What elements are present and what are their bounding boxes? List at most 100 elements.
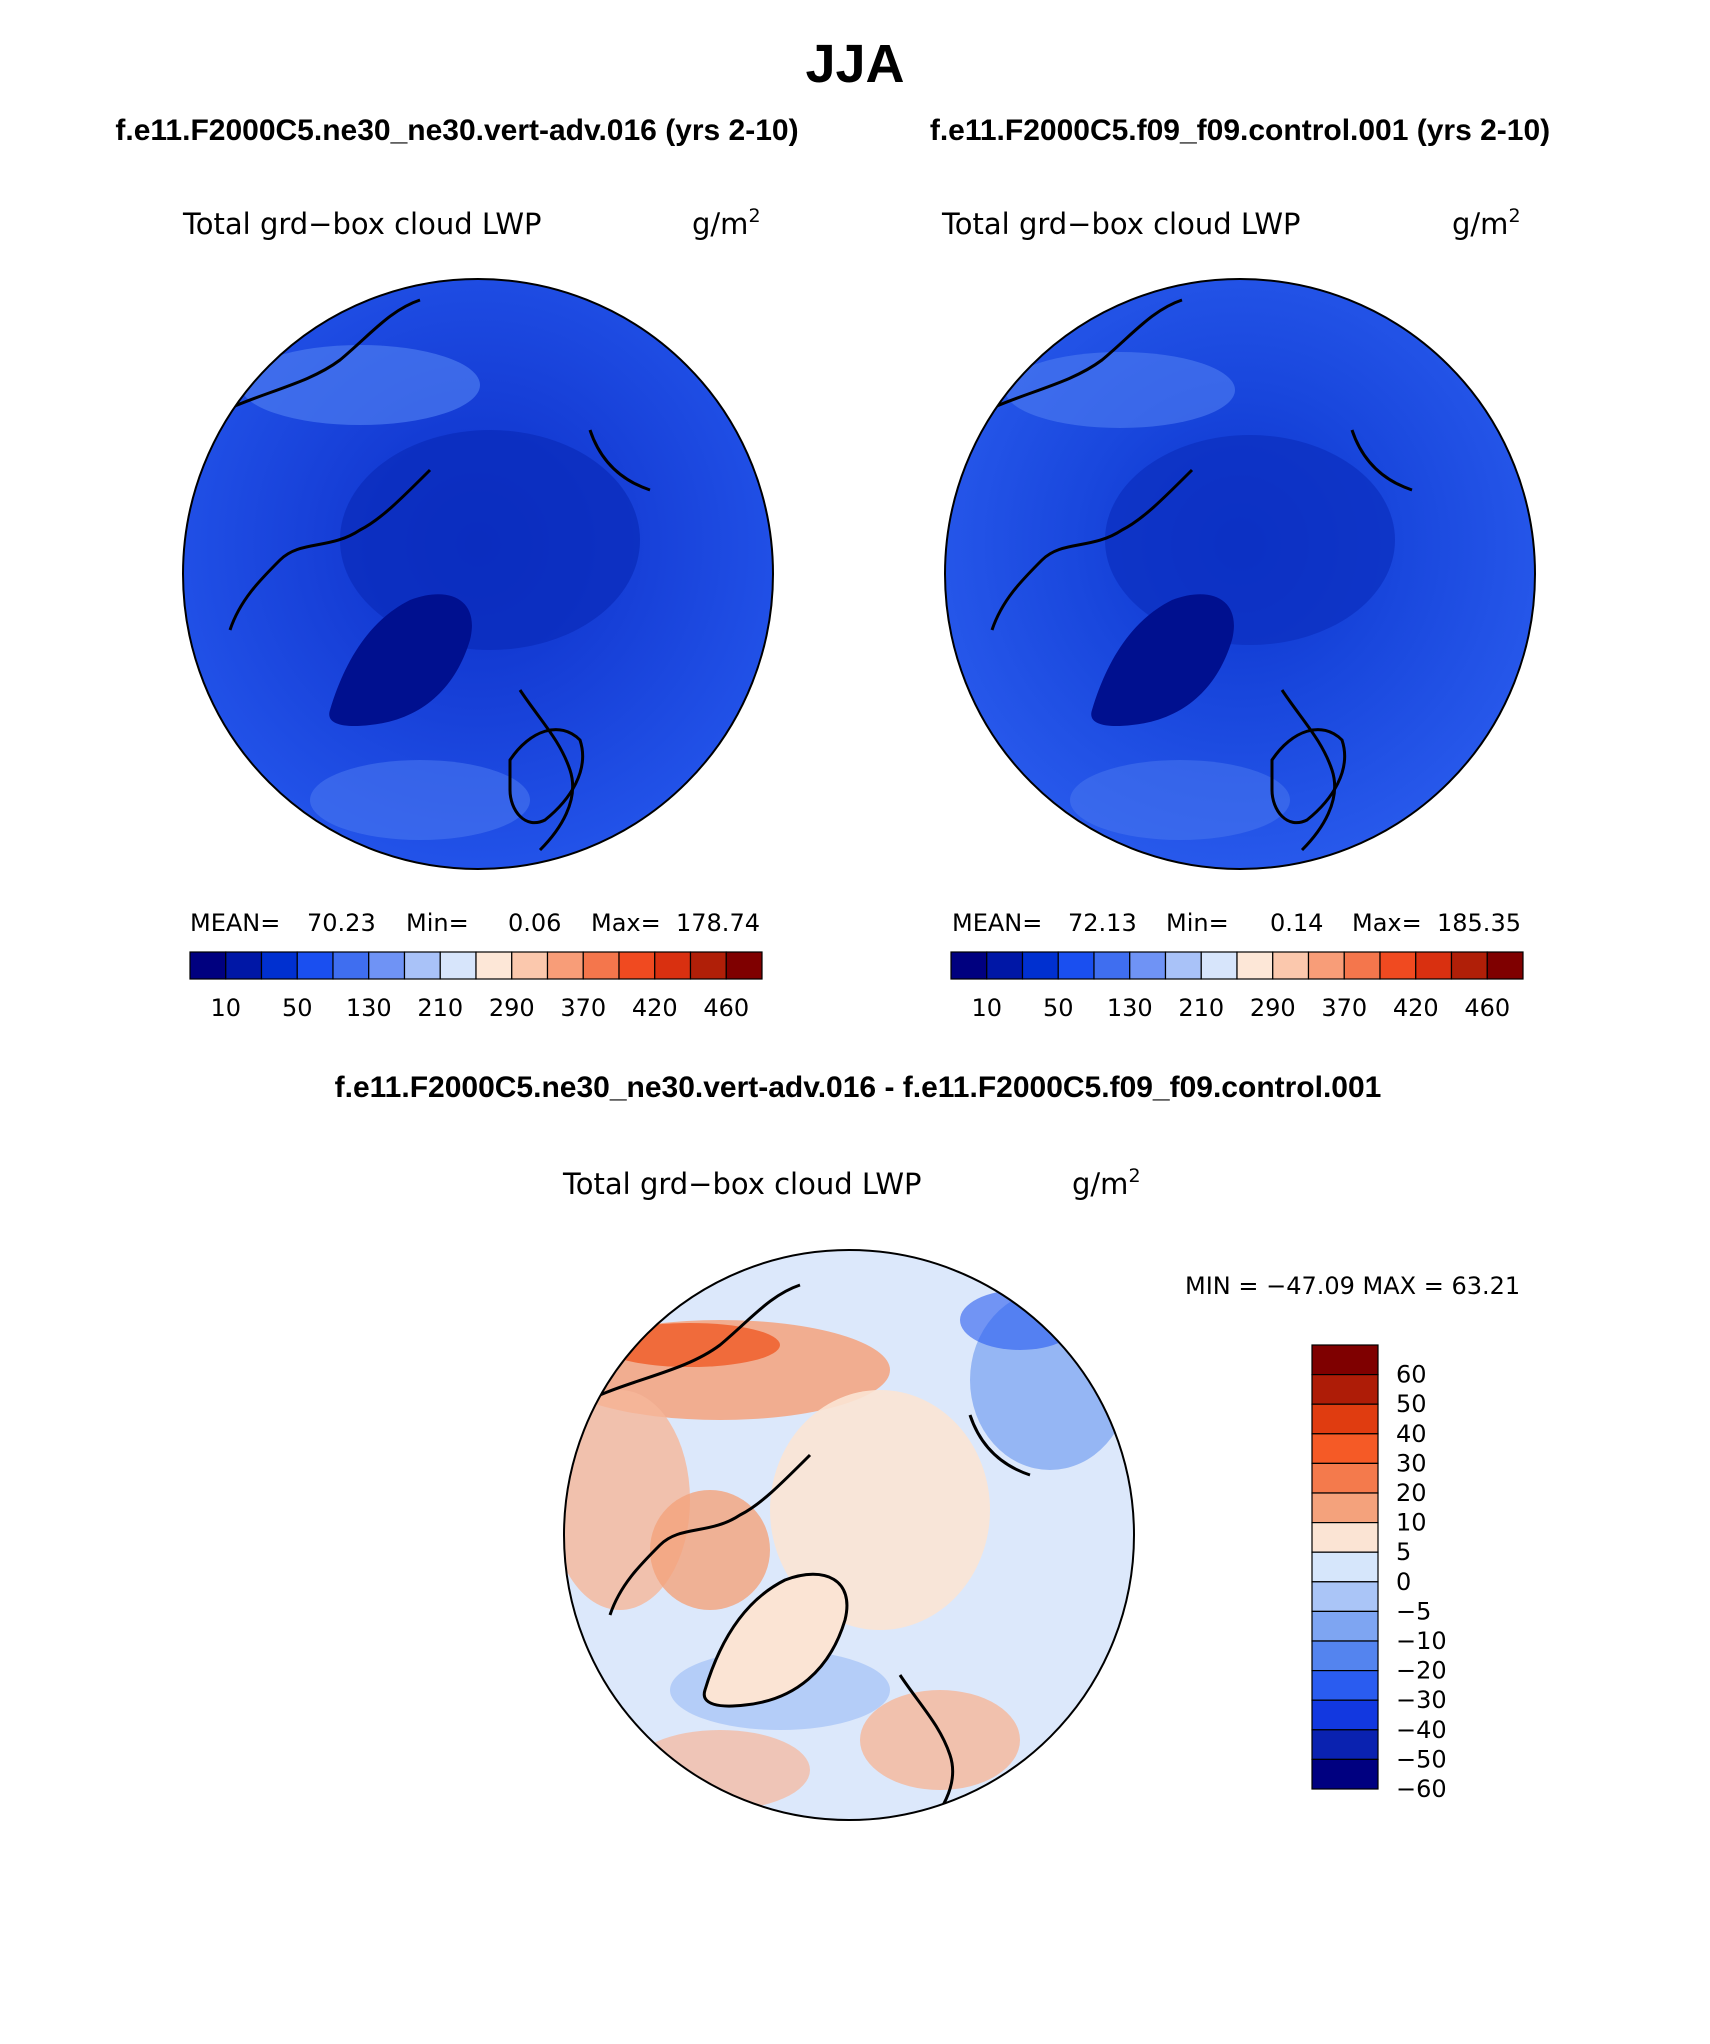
left-colorbar-box	[475, 951, 513, 980]
left-colorbar: 10 50 130 210 290 370 420 460	[189, 951, 763, 1022]
left-min-label: Min=	[406, 909, 469, 937]
right-colorbar-box	[1236, 951, 1274, 980]
left-coastline	[189, 298, 761, 852]
right-stats: MEAN= 72.13 Min= 0.14 Max= 185.35	[952, 909, 1521, 937]
diff-colorbar-box	[1311, 1403, 1379, 1435]
left-colorbar-label: 130	[346, 994, 392, 1022]
diff-colorbar-box	[1311, 1551, 1379, 1583]
right-colorbar-label: 290	[1250, 994, 1296, 1022]
diff-colorbar-label: 60	[1396, 1361, 1427, 1389]
left-colorbar-box	[511, 951, 549, 980]
left-mean-label: MEAN=	[190, 909, 280, 937]
diff-colorbar-box	[1311, 1433, 1379, 1465]
left-colorbar-label: 50	[282, 994, 313, 1022]
left-colorbar-label: 370	[560, 994, 606, 1022]
diff-colorbar-label: 40	[1396, 1420, 1427, 1448]
diff-colorbar-box	[1311, 1521, 1379, 1553]
greenland-outline-diff	[702, 1572, 849, 1708]
diff-colorbar-label: 50	[1396, 1390, 1427, 1418]
right-map-border	[944, 278, 1536, 870]
right-colorbar-label: 420	[1393, 994, 1439, 1022]
right-colorbar-box	[1021, 951, 1059, 980]
left-stats: MEAN= 70.23 Min= 0.06 Max= 178.74	[190, 909, 760, 937]
right-colorbar-box	[1415, 951, 1453, 980]
right-variable-label: Total grd−box cloud LWP	[941, 207, 1301, 241]
right-colorbar-box	[1129, 951, 1167, 980]
diff-colorbar-label: −30	[1396, 1686, 1447, 1714]
left-colorbar-box	[725, 951, 763, 980]
right-colorbar-box	[1272, 951, 1310, 980]
diff-colorbar-box	[1311, 1669, 1379, 1701]
right-colorbar-box	[1307, 951, 1345, 980]
left-colorbar-box	[296, 951, 334, 980]
diff-colorbar-label: −60	[1396, 1775, 1447, 1803]
diff-colorbar-box	[1311, 1729, 1379, 1761]
diff-colorbar-label: −40	[1396, 1716, 1447, 1744]
right-colorbar-box	[950, 951, 988, 980]
right-map	[945, 279, 1535, 869]
diff-colorbar-box	[1311, 1373, 1379, 1405]
right-colorbar-label: 210	[1178, 994, 1224, 1022]
right-atlantic-lighter	[1070, 760, 1290, 840]
left-map	[183, 279, 773, 869]
right-case-title: f.e11.F2000C5.f09_f09.control.001 (yrs 2…	[930, 114, 1550, 147]
diff-colorbar-box	[1311, 1610, 1379, 1642]
diff-units-label: g/m2	[1072, 1165, 1141, 1201]
diff-siberia-strong-positive	[600, 1323, 780, 1367]
left-colorbar-box	[332, 951, 370, 980]
left-colorbar-box	[225, 951, 263, 980]
left-colorbar-box	[689, 951, 727, 980]
left-colorbar-label: 420	[632, 994, 678, 1022]
left-colorbar-box	[439, 951, 477, 980]
left-max-value: 178.74	[676, 909, 760, 937]
right-colorbar-label: 10	[971, 994, 1002, 1022]
left-colorbar-label: 290	[489, 994, 535, 1022]
left-colorbar-box	[582, 951, 620, 980]
diff-southwest-positive	[630, 1730, 810, 1810]
diff-coastline	[569, 1283, 1132, 1820]
diff-colorbar-label: 10	[1396, 1509, 1427, 1537]
right-colorbar-box	[1057, 951, 1095, 980]
diff-colorbar-label: 5	[1396, 1538, 1411, 1566]
left-colorbar-box	[189, 951, 227, 980]
right-colorbar-box	[1343, 951, 1381, 980]
diff-colorbar-label: 20	[1396, 1479, 1427, 1507]
right-colorbar-label: 130	[1107, 994, 1153, 1022]
left-colorbar-box	[260, 951, 298, 980]
diff-colorbar-box	[1311, 1699, 1379, 1731]
diff-colorbar-box	[1311, 1344, 1379, 1376]
diff-map-border	[563, 1249, 1135, 1821]
diff-variable-label: Total grd−box cloud LWP	[562, 1167, 922, 1201]
left-colorbar-box	[654, 951, 692, 980]
right-colorbar-box	[986, 951, 1024, 980]
right-mean-value: 72.13	[1068, 909, 1137, 937]
right-mean-label: MEAN=	[952, 909, 1042, 937]
left-colorbar-box	[368, 951, 406, 980]
left-max-label: Max=	[591, 909, 661, 937]
diff-colorbar-label: 0	[1396, 1568, 1411, 1596]
left-colorbar-label: 10	[210, 994, 241, 1022]
left-colorbar-label: 460	[703, 994, 749, 1022]
right-min-label: Min=	[1166, 909, 1229, 937]
right-coastline	[951, 298, 1523, 852]
diff-title: f.e11.F2000C5.ne30_ne30.vert-adv.016 - f…	[335, 1071, 1382, 1104]
diff-canada-positive	[650, 1490, 770, 1610]
right-arctic-low	[1105, 435, 1395, 645]
right-min-value: 0.14	[1270, 909, 1323, 937]
right-colorbar-box	[1486, 951, 1524, 980]
left-colorbar-label: 210	[417, 994, 463, 1022]
left-scandinavia-outline	[508, 728, 585, 825]
right-colorbar: 10 50 130 210 290 370 420 460	[950, 951, 1524, 1022]
left-mean-value: 70.23	[307, 909, 376, 937]
left-colorbar-box	[618, 951, 656, 980]
left-colorbar-box	[403, 951, 441, 980]
left-panel: Total grd−box cloud LWP g/m2 MEAN= 70.23…	[182, 205, 774, 1022]
left-variable-label: Total grd−box cloud LWP	[182, 207, 542, 241]
diff-minmax-label: MIN = −47.09 MAX = 63.21	[1185, 1272, 1520, 1300]
diff-colorbar-box	[1311, 1758, 1379, 1790]
diff-colorbar-label: −20	[1396, 1657, 1447, 1685]
left-map-border	[182, 278, 774, 870]
right-colorbar-box	[1200, 951, 1238, 980]
